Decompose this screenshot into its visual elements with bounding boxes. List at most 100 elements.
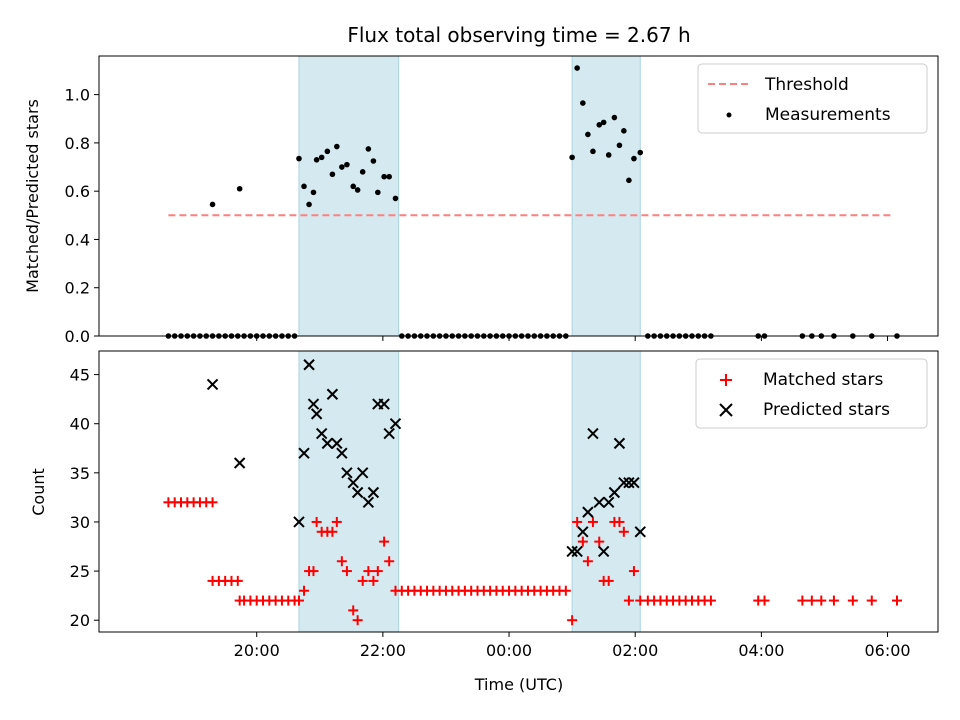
matched-star-point xyxy=(759,595,770,606)
measurement-point xyxy=(392,195,399,202)
legend-predicted-swatch xyxy=(719,403,733,417)
matched-star-point xyxy=(618,526,629,537)
measurement-point xyxy=(596,121,603,128)
y-tick-label: 45 xyxy=(70,366,90,385)
x-axis-label: Time (UTC) xyxy=(474,675,563,694)
bottom-x-ticks: 20:00 22:00 00:00 02:00 04:00 06:00 xyxy=(234,632,911,660)
x-tick-label: 22:00 xyxy=(360,641,406,660)
matched-star-point xyxy=(352,615,363,626)
top-x-ticks xyxy=(256,336,889,341)
bottom-observing-spans xyxy=(298,350,641,633)
observing-span-0 xyxy=(298,350,400,633)
measurement-point xyxy=(296,155,302,162)
y-tick-label: 20 xyxy=(70,611,90,630)
predicted-star-point xyxy=(582,506,594,518)
predicted-stars-points xyxy=(206,359,646,558)
legend-measurements-swatch xyxy=(726,112,732,118)
measurement-point xyxy=(350,183,357,190)
predicted-star-point xyxy=(623,476,635,489)
x-tick-label: 04:00 xyxy=(738,641,784,660)
measurement-point xyxy=(301,183,307,190)
matched-star-point xyxy=(348,605,359,616)
predicted-star-point xyxy=(587,427,599,440)
measurement-point xyxy=(306,201,312,208)
measurement-point xyxy=(209,201,216,208)
x-tick-label: 02:00 xyxy=(612,641,658,660)
matched-star-point xyxy=(372,566,383,577)
legend-threshold-label: Threshold xyxy=(764,75,849,95)
measurement-point xyxy=(375,189,381,196)
predicted-star-point xyxy=(613,437,626,450)
top-legend: Threshold Measurements xyxy=(697,63,928,134)
matched-star-point xyxy=(806,595,817,606)
matched-star-point xyxy=(357,575,368,586)
y-tick-label: 0.4 xyxy=(65,230,90,249)
measurement-point xyxy=(580,100,586,106)
x-tick-label: 20:00 xyxy=(234,641,280,660)
measurement-point xyxy=(574,65,580,71)
measurement-point xyxy=(344,161,350,168)
matched-star-point xyxy=(311,516,322,527)
measurement-point xyxy=(310,189,317,196)
matched-star-point xyxy=(308,566,319,577)
measurement-point xyxy=(359,169,366,175)
predicted-star-point xyxy=(336,447,348,459)
matched-star-point xyxy=(327,526,338,537)
matched-star-point xyxy=(379,536,390,547)
measurement-point xyxy=(637,149,644,156)
matched-star-point xyxy=(828,595,839,606)
matched-star-point xyxy=(623,595,634,606)
predicted-star-point xyxy=(628,476,640,489)
predicted-star-point xyxy=(233,457,246,469)
matched-star-point xyxy=(603,575,614,586)
matched-star-point xyxy=(567,615,578,626)
bottom-legend: Matched stars Predicted stars xyxy=(695,358,928,429)
top-panel: Flux total observing time = 2.67 h 0.00.… xyxy=(23,23,939,346)
predicted-star-point xyxy=(362,496,375,509)
matched-star-point xyxy=(331,516,342,527)
matched-star-point xyxy=(628,566,639,577)
legend-measurements-label: Measurements xyxy=(765,105,891,125)
y-tick-label: 35 xyxy=(70,464,90,483)
matched-star-point xyxy=(384,556,395,567)
predicted-star-point xyxy=(593,496,605,509)
predicted-star-point xyxy=(347,476,359,489)
matched-star-point xyxy=(363,566,374,577)
predicted-star-point xyxy=(206,378,219,391)
measurement-point xyxy=(236,185,243,192)
predicted-star-point xyxy=(571,545,583,558)
predicted-star-point xyxy=(608,486,621,499)
matched-star-point xyxy=(705,595,716,606)
predicted-star-point xyxy=(298,447,310,459)
measurement-point xyxy=(339,164,345,170)
top-observing-spans xyxy=(298,55,641,337)
predicted-star-point xyxy=(331,437,343,450)
y-tick-label: 25 xyxy=(70,562,90,581)
bottom-legend-box xyxy=(695,358,928,429)
predicted-star-point xyxy=(293,516,305,528)
measurement-point xyxy=(318,154,325,161)
x-tick-label: 06:00 xyxy=(864,641,910,660)
x-tick-label: 00:00 xyxy=(486,641,532,660)
matched-star-point xyxy=(299,585,310,596)
measurement-point xyxy=(365,146,372,152)
y-tick-label: 0.8 xyxy=(65,134,90,153)
top-plot-frame xyxy=(98,55,939,337)
matched-star-point xyxy=(847,595,858,606)
predicted-star-point xyxy=(351,486,364,499)
measurement-point xyxy=(354,187,361,193)
bottom-panel: 20 25 30 35 40 45 20:00 22:00 00:00 02:00 04:00 06… xyxy=(29,350,939,694)
y-tick-label: 30 xyxy=(70,513,90,532)
measurement-point xyxy=(386,173,392,180)
matched-star-point xyxy=(577,536,588,547)
measurement-point xyxy=(381,173,387,180)
matched-star-point xyxy=(587,516,598,527)
predicted-star-point xyxy=(566,545,578,558)
matched-star-point xyxy=(207,497,218,508)
matched-star-point xyxy=(582,556,593,567)
predicted-star-point xyxy=(356,467,369,479)
top-y-ticks: 0.0 0.2 0.4 0.6 0.8 1.0 xyxy=(65,86,99,346)
measurement-point xyxy=(585,131,591,138)
matched-star-point xyxy=(232,575,243,586)
